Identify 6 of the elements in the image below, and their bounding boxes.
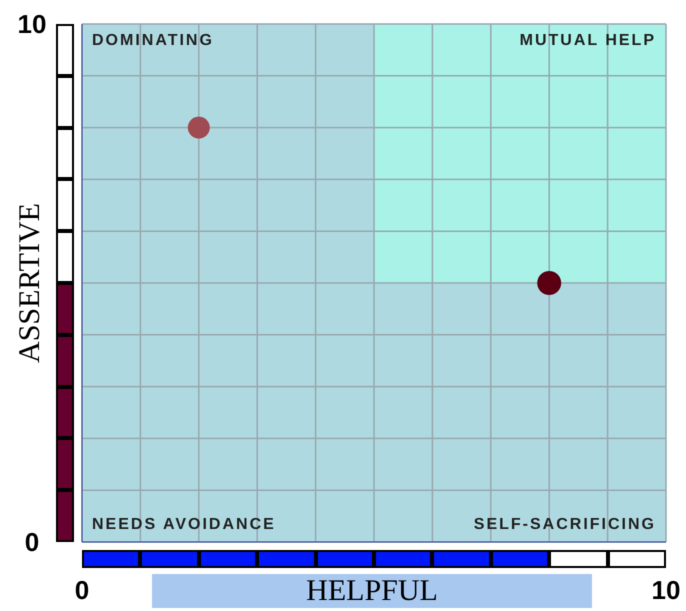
annotation: SELF-SACRIFICING	[472, 516, 656, 534]
annotation: DOMINATING	[92, 32, 214, 50]
x-axis-title: HELPFUL	[152, 574, 592, 608]
annotation: NEEDS AVOIDANCE	[92, 516, 276, 534]
annotation: MUTUAL HELP	[518, 32, 656, 50]
y-axis-title: ASSERTIVE	[12, 202, 47, 365]
